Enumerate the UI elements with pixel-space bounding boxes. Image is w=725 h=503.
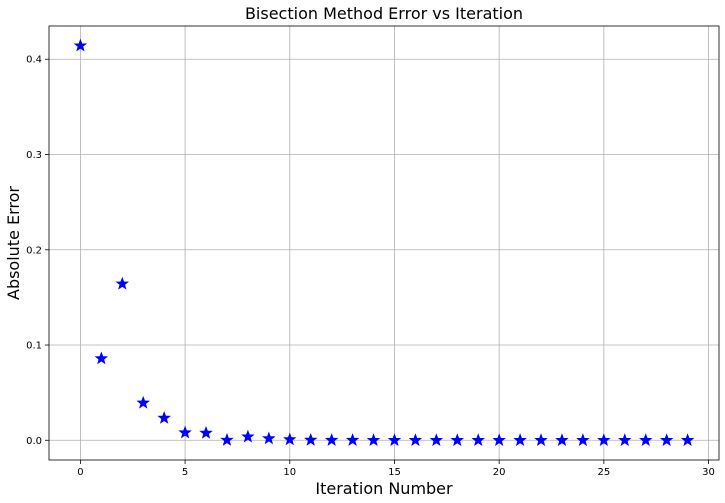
y-tick-label: 0.2 [26,245,42,256]
x-tick-label: 10 [283,467,296,478]
data-point [304,432,318,446]
data-point [220,433,234,446]
y-tick-label: 0.1 [26,341,42,352]
data-point [492,433,506,446]
x-tick-label: 30 [702,467,715,478]
grid [49,26,719,460]
data-point [324,433,339,446]
data-point [639,433,653,446]
x-tick-label: 0 [77,467,83,478]
data-point [262,431,276,445]
data-point [178,425,192,439]
data-point [73,38,88,52]
data-point [597,433,611,446]
x-tick-label: 5 [182,467,188,478]
x-axis-label: Iteration Number [315,479,453,498]
data-point [136,395,150,409]
data-point [115,276,129,290]
x-tick-label: 15 [388,467,401,478]
plot-area-frame [48,25,720,461]
data-point [366,433,381,446]
data-point [429,433,444,446]
data-point [199,425,213,439]
data-point [94,351,109,365]
chart-title: Bisection Method Error vs Iteration [245,4,523,23]
data-point [659,433,674,446]
data-point [387,433,402,446]
data-point [283,432,297,446]
x-tick-label: 20 [493,467,506,478]
data-point [345,433,360,446]
axis-ticks: 0 5 10 15 20 25 30 0.0 0.1 0.2 0.3 0.4 [26,55,715,478]
data-point [555,433,569,446]
data-point [618,433,632,446]
data-point [534,433,548,446]
data-point [157,411,171,424]
data-point [241,429,255,443]
y-axis-label: Absolute Error [4,186,23,300]
data-point [576,433,590,446]
y-tick-label: 0.0 [26,436,42,447]
data-point [471,433,485,446]
data-point [450,433,464,446]
data-point [513,433,527,446]
x-tick-label: 25 [597,467,610,478]
y-tick-label: 0.3 [26,150,42,161]
data-points [73,38,695,446]
y-tick-label: 0.4 [26,55,42,66]
data-point [680,433,695,446]
data-point [408,433,423,446]
